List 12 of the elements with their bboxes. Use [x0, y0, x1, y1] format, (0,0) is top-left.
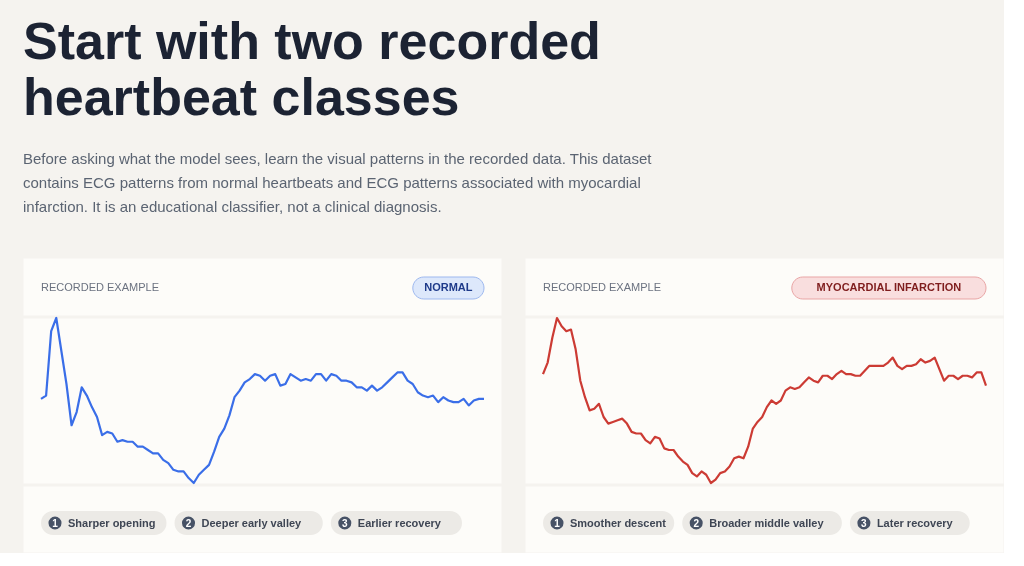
text: 1 Sharper opening: [52, 516, 156, 529]
chart-subtitle: RECORDED EXAMPLE: [543, 281, 661, 293]
text: 3 Later recovery: [861, 516, 954, 529]
text: Before asking what the model sees, learn the visual patterns in the recorded data. This dataset contains ECG patterns from normal heartbeats and ECG patterns associated with myocardial infarction. It is an educational classifier, not a clinical diagnosis.: [23, 150, 653, 215]
text: 2 Deeper early valley: [185, 516, 303, 529]
text: Start with two recorded heartbeat classes: [23, 12, 601, 126]
text: 2 Broader middle valley: [693, 516, 825, 529]
chart-title: NORMAL: [424, 281, 473, 293]
text: 3 Earlier recovery: [342, 516, 442, 529]
text: 1 Smoother descent: [554, 516, 667, 529]
chart-title: MYOCARDIAL INFARCTION: [816, 281, 962, 293]
chart-subtitle: RECORDED EXAMPLE: [41, 281, 159, 293]
